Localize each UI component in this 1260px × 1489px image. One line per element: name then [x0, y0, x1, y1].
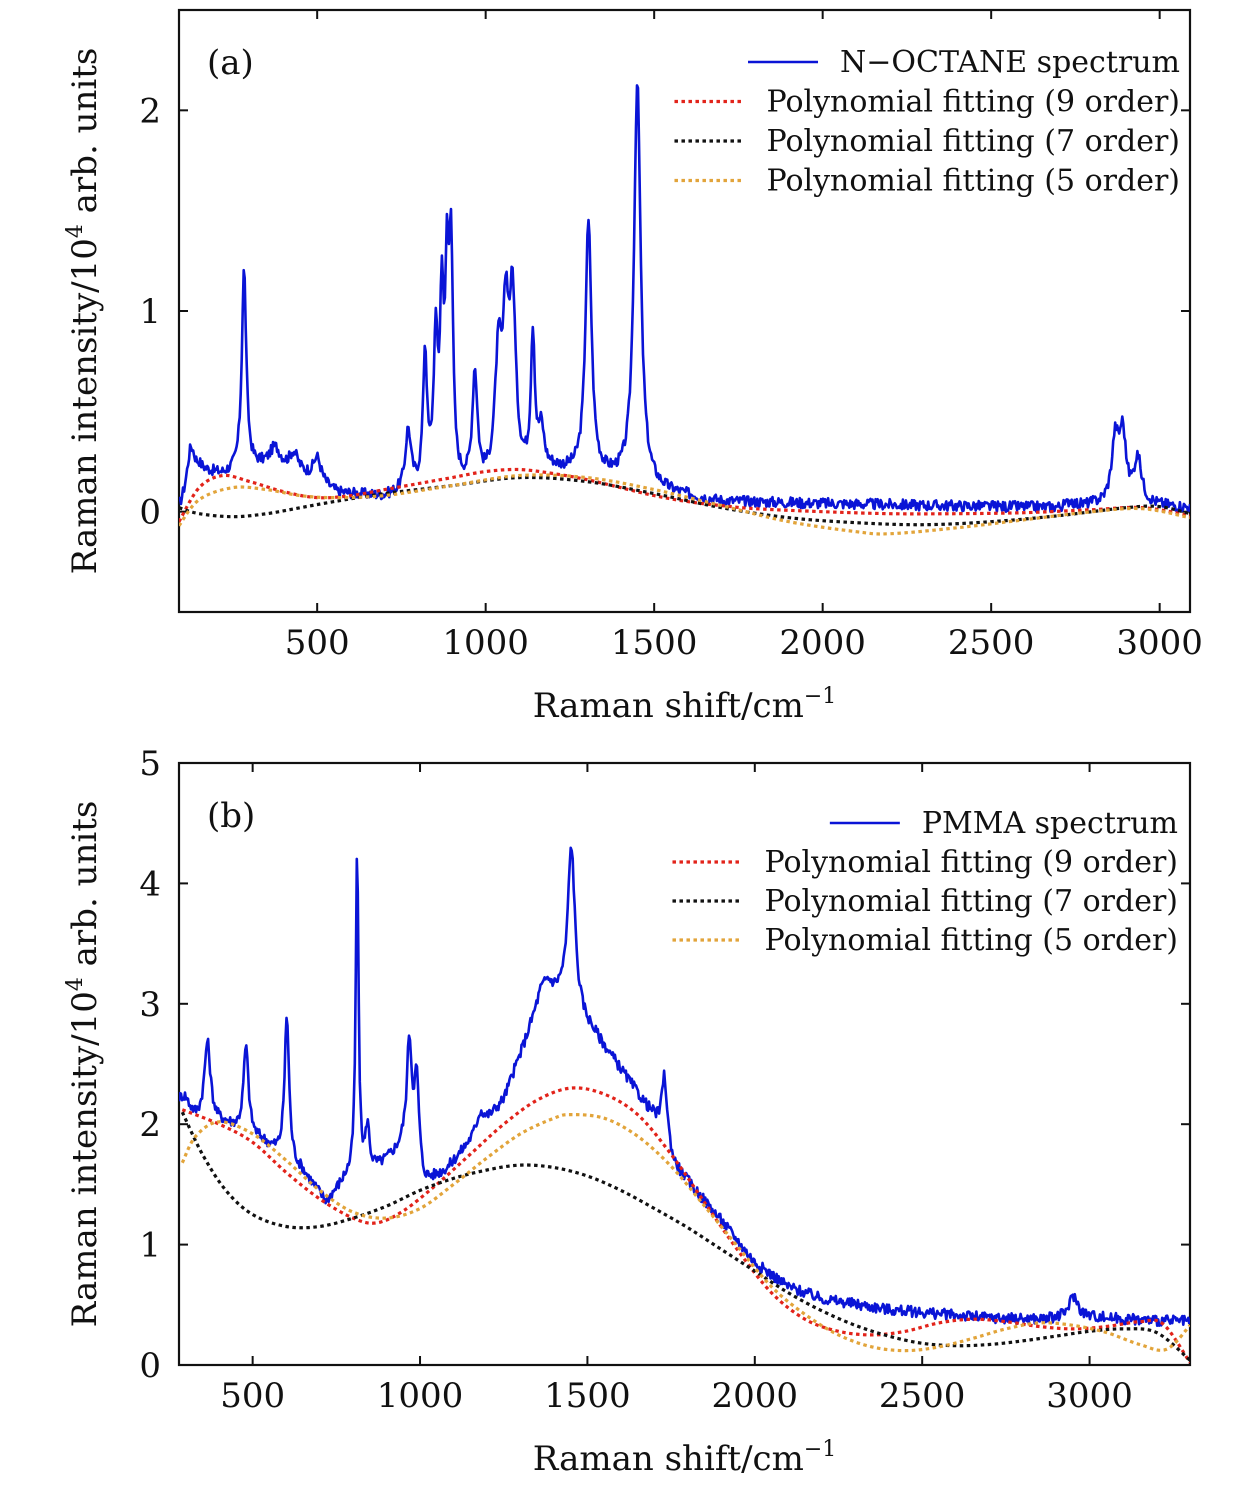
legend: PMMA spectrum Polynomial fitting (9 order… [672, 806, 1178, 958]
x-tick-label: 3000 [1046, 1376, 1133, 1416]
series-line-3 [180, 1112, 1190, 1353]
y-axis-title: Raman intensity/104 arb. units [63, 801, 105, 1328]
y-tick-label: 2 [139, 1105, 161, 1145]
x-tick-label: 1500 [544, 1376, 631, 1416]
y-tick-label: 1 [139, 292, 161, 332]
x-tick-label: 1500 [611, 623, 698, 663]
x-tick-label: 2500 [948, 623, 1035, 663]
legend-label: Polynomial fitting (5 order) [766, 164, 1180, 199]
legend-label: Polynomial fitting (9 order) [766, 85, 1180, 120]
legend-label: Polynomial fitting (5 order) [764, 923, 1178, 958]
x-tick-label: 2500 [879, 1376, 966, 1416]
x-tick-label: 2000 [712, 1376, 799, 1416]
y-tick-label: 5 [139, 744, 161, 784]
x-axis-title: Raman shift/cm−1 [533, 684, 837, 726]
x-tick-label: 500 [220, 1376, 285, 1416]
series-line-3 [179, 473, 1190, 536]
series-line-2 [179, 475, 1190, 527]
x-tick-label: 1000 [377, 1376, 464, 1416]
series-line-0 [179, 846, 1190, 1327]
chart-panel-1: 500 1000 1500 2000 2500 3000 0 1 2 3 4 5 Raman shift… [63, 744, 1192, 1479]
x-tick-label: 3000 [1116, 623, 1203, 663]
legend-label: Polynomial fitting (7 order) [764, 884, 1178, 919]
y-tick-label: 0 [139, 1346, 161, 1386]
y-tick-label: 1 [139, 1226, 161, 1266]
legend-label: N−OCTANE spectrum [840, 45, 1180, 80]
x-tick-label: 500 [285, 623, 350, 663]
panel-label: (b) [207, 796, 255, 836]
legend-label: Polynomial fitting (9 order) [764, 845, 1178, 880]
panel-label: (a) [207, 43, 254, 83]
y-tick-label: 2 [139, 91, 161, 131]
x-axis-title: Raman shift/cm−1 [533, 1437, 837, 1479]
series-line-0 [179, 84, 1190, 513]
y-tick-label: 3 [139, 985, 161, 1025]
x-tick-label: 2000 [779, 623, 866, 663]
x-tick-label: 1000 [442, 623, 529, 663]
legend: N−OCTANE spectrum Polynomial fitting (9 o… [674, 45, 1180, 199]
plot-frame [177, 761, 1192, 1367]
legend-label: Polynomial fitting (7 order) [766, 124, 1180, 159]
y-axis-title: Raman intensity/104 arb. units [63, 48, 105, 575]
legend-label: PMMA spectrum [922, 806, 1178, 841]
series-line-1 [179, 467, 1190, 523]
y-tick-label: 0 [139, 493, 161, 533]
y-tick-label: 4 [139, 864, 161, 904]
series-line-2 [180, 1111, 1190, 1362]
chart-panel-0: 500 1000 1500 2000 2500 3000 0 1 2 Raman shift/cm… [63, 8, 1203, 726]
